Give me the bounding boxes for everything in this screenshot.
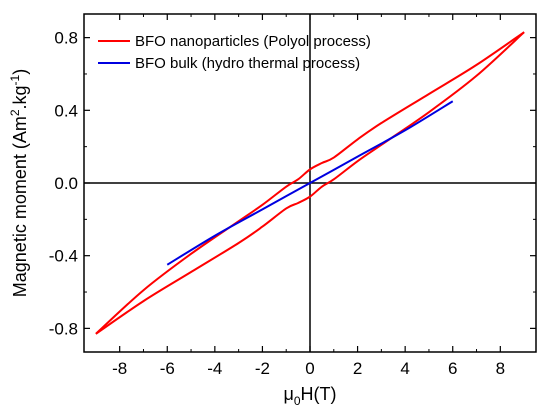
y-tick-label: 0.0 (54, 174, 78, 193)
x-axis-title: μ0H(T) (283, 384, 336, 408)
x-tick-label: 4 (400, 359, 409, 378)
y-axis-title-mid: .kg (10, 85, 30, 109)
x-tick-label: 2 (353, 359, 362, 378)
axis-ticks (84, 14, 536, 352)
series-0 (95, 31, 525, 335)
x-tick-label: 6 (448, 359, 457, 378)
y-axis-title-sup1: 2 (8, 109, 22, 116)
x-tick-label: 8 (496, 359, 505, 378)
legend-label-1: BFO bulk (hydro thermal process) (135, 55, 360, 72)
x-axis-title-sub: 0 (294, 394, 301, 408)
x-tick-label: 0 (305, 359, 314, 378)
x-tick-label: -4 (207, 359, 222, 378)
x-tick-label: -2 (255, 359, 270, 378)
x-axis-title-rest: H(T) (301, 384, 337, 404)
series-1-branch-0 (166, 100, 454, 266)
y-tick-label: -0.4 (49, 247, 78, 266)
legend-label-0: BFO nanoparticles (Polyol process) (135, 33, 371, 50)
tick-labels: -8 -6 -4 -2 0 2 4 6 8 -0.8 -0.4 0.0 0.4 0.8 (49, 29, 505, 378)
y-axis-title-end: ) (10, 69, 30, 75)
legend: BFO nanoparticles (Polyol process) BFO bu… (98, 33, 371, 72)
y-axis-title: Magnetic moment (Am2.kg-1) (8, 69, 30, 297)
y-axis-title-sup2: -1 (8, 74, 22, 85)
x-tick-label: -8 (112, 359, 127, 378)
x-axis-title-mu: μ (283, 384, 293, 404)
series-0-branch-1 (95, 31, 525, 335)
y-axis-title-main: Magnetic moment (Am (10, 116, 30, 297)
x-tick-label: -6 (160, 359, 175, 378)
series-1 (166, 100, 454, 266)
series-0-branch-0 (95, 31, 525, 335)
y-tick-label: -0.8 (49, 319, 78, 338)
series-layer (95, 31, 525, 335)
y-tick-label: 0.4 (54, 101, 78, 120)
y-tick-label: 0.8 (54, 29, 78, 48)
